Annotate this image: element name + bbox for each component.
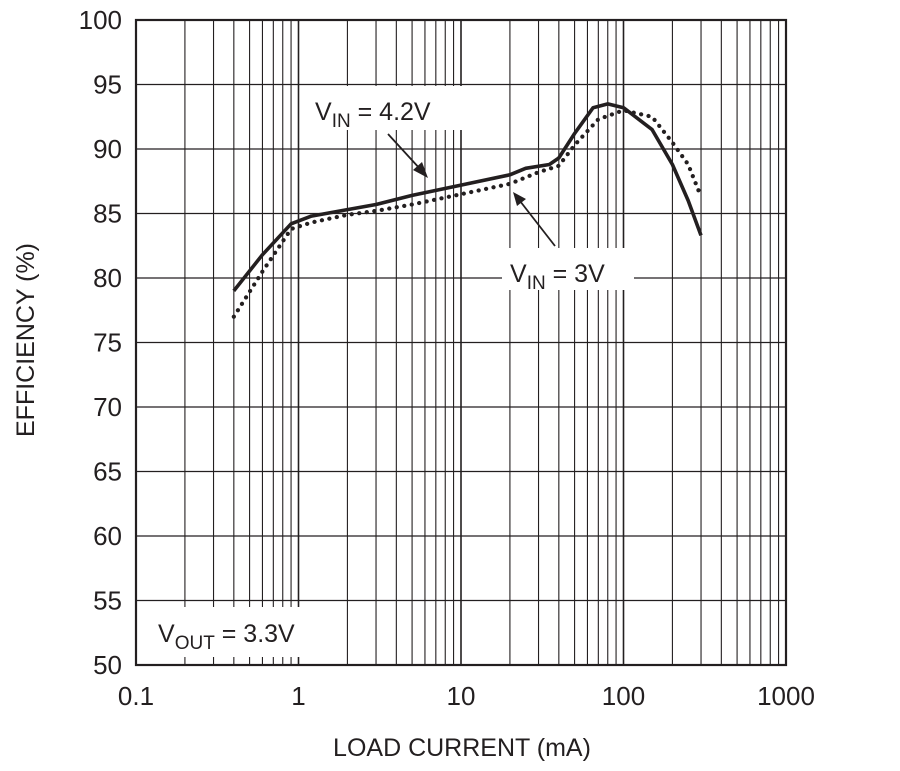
x-tick-label: 0.1 <box>118 681 154 711</box>
annotation-vin-42-main: V <box>315 98 332 126</box>
y-tick-label: 55 <box>93 586 122 616</box>
y-tick-label: 50 <box>93 650 122 680</box>
y-tick-label: 90 <box>93 134 122 164</box>
y-tick-label: 85 <box>93 199 122 229</box>
annotation-vin-3-sub: IN <box>527 273 546 294</box>
arrow-vin-42 <box>387 133 428 178</box>
y-tick-label: 70 <box>93 392 122 422</box>
annotation-vout: VOUT = 3.3V <box>158 620 295 654</box>
x-tick-label: 1 <box>291 681 305 711</box>
y-axis-title: EFFICIENCY (%) <box>12 243 40 437</box>
y-tick-labels: 50 55 60 65 70 75 80 85 90 95 100 <box>79 5 122 680</box>
y-tick-label: 95 <box>93 70 122 100</box>
annotation-vin-3-main: V <box>510 260 527 288</box>
x-tick-label: 1000 <box>757 681 815 711</box>
x-tick-label: 100 <box>602 681 645 711</box>
annotation-vout-sub: OUT <box>175 633 216 654</box>
annotation-vin-3: VIN = 3V <box>510 260 605 294</box>
plot-frame <box>134 18 788 667</box>
annotation-vout-main: V <box>158 620 175 648</box>
y-tick-label: 100 <box>79 5 122 35</box>
annotation-vin-3-rest: = 3V <box>546 260 605 288</box>
annotation-vin-42: VIN = 4.2V <box>315 98 431 132</box>
arrow-vin-3 <box>513 192 556 247</box>
y-tick-label: 75 <box>93 328 122 358</box>
x-axis-title: LOAD CURRENT (mA) <box>333 734 591 762</box>
annotation-vin-42-background <box>305 86 465 130</box>
annotation-vin-42-rest: = 4.2V <box>351 98 431 126</box>
annotation-vout-background <box>150 607 330 657</box>
annotation-vin-3-background <box>502 248 634 290</box>
series-line-0 <box>232 102 703 293</box>
x-tick-labels: 0.1 1 10 100 1000 <box>118 681 815 711</box>
y-tick-label: 65 <box>93 457 122 487</box>
x-tick-label: 10 <box>447 681 476 711</box>
y-tick-label: 80 <box>93 263 122 293</box>
series-lines <box>231 102 704 319</box>
y-tick-label: 60 <box>93 521 122 551</box>
annotation-vin-42-sub: IN <box>332 111 351 132</box>
annotation-vout-rest: = 3.3V <box>215 620 295 648</box>
series-line-1 <box>231 108 704 319</box>
